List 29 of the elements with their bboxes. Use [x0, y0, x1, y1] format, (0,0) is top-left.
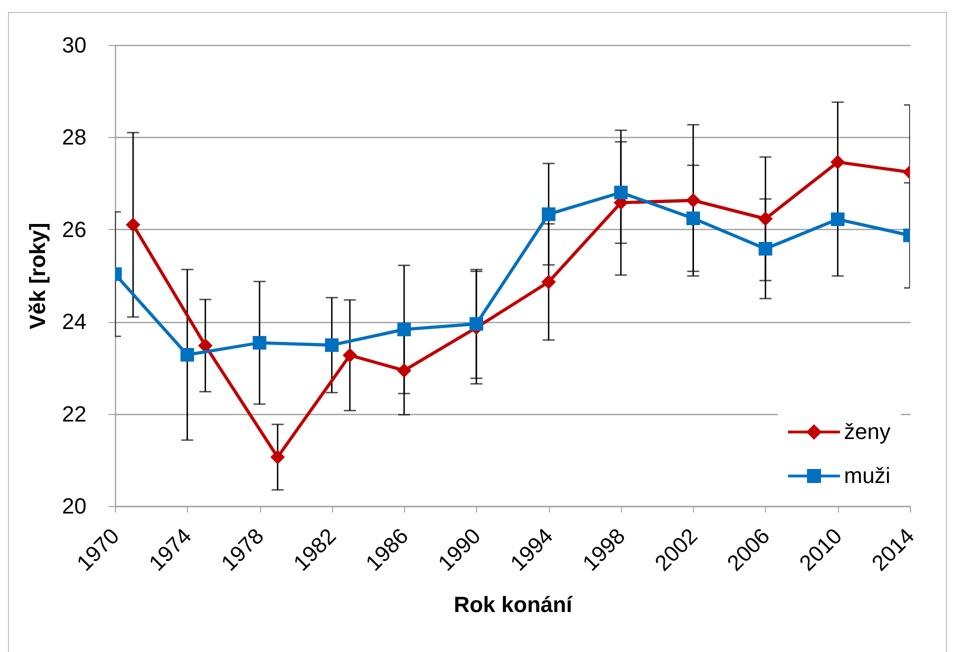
point	[180, 348, 194, 362]
point	[325, 338, 339, 352]
point	[686, 212, 700, 226]
point	[198, 338, 213, 353]
point	[342, 348, 358, 362]
y-tick-label: 20	[62, 494, 86, 518]
point	[686, 193, 700, 208]
point	[758, 212, 773, 226]
y-tick-label: 24	[62, 309, 86, 334]
y-tick-label: 28	[62, 124, 86, 150]
point	[396, 363, 412, 378]
y-tick-label: 22	[62, 401, 86, 426]
y-axis-title: Věk [roky]	[25, 222, 50, 330]
point	[830, 154, 845, 170]
x-axis-title: Rok konání	[454, 592, 574, 617]
point	[758, 242, 772, 256]
point	[614, 186, 628, 200]
point	[252, 336, 266, 350]
legend-label: ženy	[844, 419, 890, 444]
point	[541, 274, 556, 290]
point	[830, 212, 845, 226]
y-tick-label: 26	[62, 216, 86, 242]
point	[470, 317, 484, 331]
point	[270, 450, 285, 464]
point	[126, 218, 140, 232]
point	[542, 207, 556, 221]
point	[397, 322, 411, 336]
y-tick-label: 30	[62, 32, 86, 58]
legend-label: muži	[844, 463, 890, 488]
